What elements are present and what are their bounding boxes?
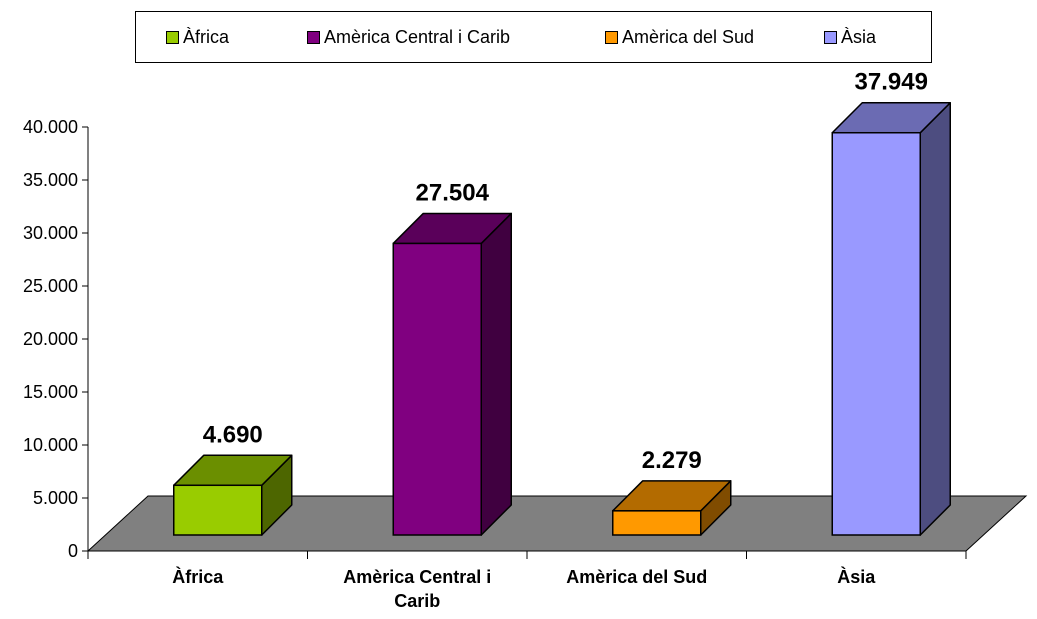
legend-item-america-sud: Amèrica del Sud [605, 12, 754, 62]
legend: Àfrica Amèrica Central i Carib Amèrica d… [135, 11, 932, 63]
legend-label-asia: Àsia [841, 26, 877, 47]
x-tick-label-africa: Àfrica [172, 566, 224, 587]
legend-swatch-africa [166, 30, 179, 44]
x-tick-label-america-del-sud: Amèrica del Sud [566, 567, 707, 587]
y-tick-label: 5.000 [33, 488, 78, 508]
bar-side-asia [919, 101, 951, 536]
legend-swatch-america-sud [605, 30, 618, 44]
legend-label-africa: Àfrica [183, 26, 230, 47]
bar-front-africa [173, 484, 263, 536]
legend-label-america-central-carib: Amèrica Central i Carib [324, 26, 511, 47]
x-tick-label-asia: Àsia [837, 566, 876, 587]
y-tick-label: 30.000 [23, 223, 78, 243]
bar-side-america-central-i-carib [480, 212, 512, 536]
y-tick-label: 15.000 [23, 382, 78, 402]
bar-front-america-central-i-carib [392, 242, 482, 536]
y-tick-label: 25.000 [23, 276, 78, 296]
bar-front-asia [831, 131, 921, 536]
x-tick-label-america-central-i-carib: Amèrica Central i Carib [343, 567, 491, 611]
legend-item-africa: Àfrica [166, 12, 229, 62]
y-tick-label: 20.000 [23, 329, 78, 349]
legend-label-america-sud: Amèrica del Sud [622, 26, 755, 47]
bar-africa [173, 454, 293, 536]
y-tick-label: 0 [68, 541, 78, 561]
y-tick-label: 10.000 [23, 435, 78, 455]
bar-america-central-i-carib [392, 212, 512, 536]
bar-asia [831, 101, 951, 536]
bar-front-america-del-sud [612, 510, 702, 536]
bar-america-del-sud [612, 480, 732, 536]
data-label-africa: 4.690 [203, 421, 263, 448]
data-label-america-central-i-carib: 27.504 [416, 179, 490, 206]
y-tick-label: 40.000 [23, 117, 78, 137]
data-label-america-del-sud: 2.279 [642, 447, 702, 474]
legend-item-asia: Àsia [824, 12, 876, 62]
data-label-asia: 37.949 [855, 69, 928, 96]
legend-swatch-america-central-carib [307, 30, 320, 44]
legend-swatch-asia [824, 30, 837, 44]
y-tick-label: 35.000 [23, 170, 78, 190]
legend-item-america-central-carib: Amèrica Central i Carib [307, 12, 510, 62]
